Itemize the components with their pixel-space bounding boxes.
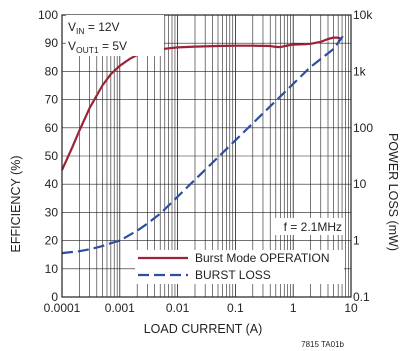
condition-vout: VOUT1 = 5V (68, 39, 127, 55)
y-tick-label: 80 (45, 64, 59, 78)
y-tick-label: 100 (38, 8, 58, 22)
condition-vin: VIN = 12V (68, 20, 120, 36)
legend: Burst Mode OPERATION BURST LOSS (135, 250, 344, 284)
y-tick-label: 10 (45, 262, 59, 276)
y2-tick-label: 0.1 (353, 290, 370, 304)
x-tick-label: 0.0001 (44, 301, 81, 315)
series-line-efficiency (60, 36, 343, 171)
y2-tick-label: 1k (353, 64, 367, 78)
y2-axis-title: POWER LOSS (mW) (386, 133, 400, 251)
chart-series (60, 31, 347, 255)
y-tick-label: 20 (45, 234, 59, 248)
series-line-power-loss (61, 31, 347, 255)
y-tick-label: 60 (45, 121, 59, 135)
y2-tick-label: 10k (353, 8, 373, 22)
y-tick-label: 70 (45, 93, 59, 107)
y-tick-label: 40 (45, 177, 59, 191)
x-axis-title: LOAD CURRENT (A) (144, 322, 263, 336)
legend-label-burst-loss: BURST LOSS (195, 268, 271, 282)
x-tick-label: 1 (290, 301, 297, 315)
condition-box (66, 15, 164, 56)
y-tick-label: 90 (45, 36, 59, 50)
tick-labels: 0 10 20 30 40 50 60 70 80 90 100 0.0001 0.001 0.01 0.1… (38, 8, 373, 315)
y-tick-label: 30 (45, 205, 59, 219)
x-tick-label: 10 (344, 301, 358, 315)
y2-tick-label: 10 (353, 177, 367, 191)
legend-label-burst-mode: Burst Mode OPERATION (195, 251, 329, 265)
legend-box (135, 250, 344, 284)
frequency-annotation: f = 2.1MHz (284, 220, 342, 234)
y2-tick-label: 1 (353, 234, 360, 248)
x-tick-label: 0.01 (166, 301, 190, 315)
plot-frame (61, 14, 352, 298)
x-tick-label: 0.1 (227, 301, 244, 315)
figure-reference: 7815 TA01b (301, 340, 344, 349)
y-tick-label: 50 (45, 149, 59, 163)
y2-tick-label: 100 (353, 121, 373, 135)
x-tick-label: 0.001 (105, 301, 135, 315)
y-axis-title: EFFICIENCY (%) (9, 156, 23, 253)
y-tick-label: 0 (51, 290, 58, 304)
frequency-box (275, 218, 345, 235)
